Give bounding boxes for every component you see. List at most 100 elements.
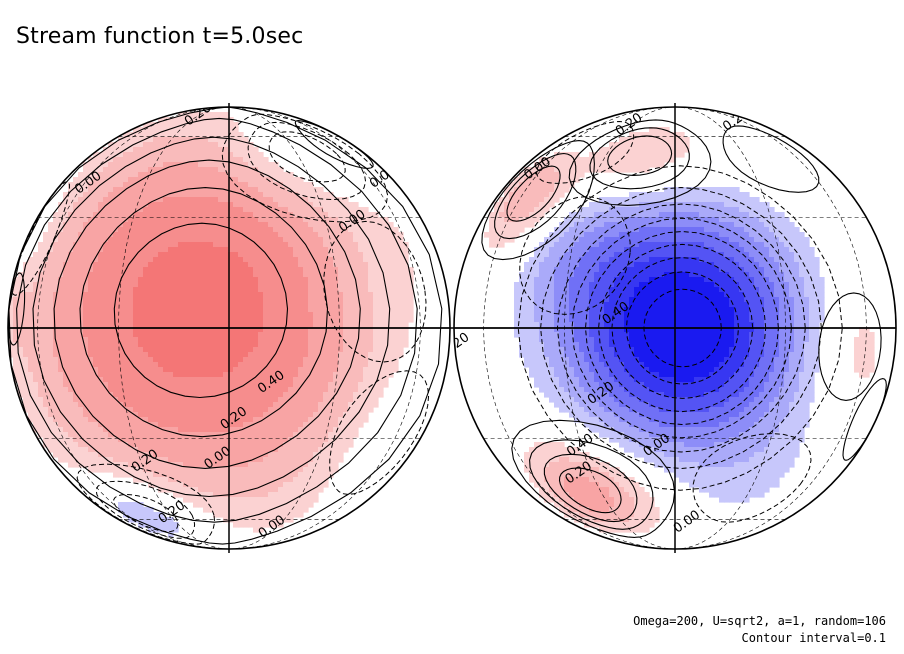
shading-cell bbox=[313, 482, 319, 488]
shading-cell bbox=[373, 212, 379, 218]
shading-cell bbox=[218, 167, 224, 173]
shading-cell bbox=[228, 147, 234, 153]
shading-cell bbox=[664, 147, 670, 153]
shading-cell bbox=[163, 327, 169, 333]
shading-cell bbox=[358, 262, 364, 268]
shading-cell bbox=[283, 237, 289, 243]
shading-cell bbox=[559, 152, 565, 158]
shading-cell bbox=[88, 252, 94, 258]
shading-cell bbox=[303, 372, 309, 378]
shading-cell bbox=[323, 317, 329, 323]
shading-cell bbox=[38, 247, 44, 253]
shading-cell bbox=[193, 177, 199, 183]
shading-cell bbox=[208, 272, 214, 278]
shading-cell bbox=[248, 192, 254, 198]
shading-cell bbox=[83, 237, 89, 243]
shading-cell bbox=[193, 322, 199, 328]
shading-cell bbox=[298, 182, 304, 188]
shading-cell bbox=[308, 472, 314, 478]
contour-ring bbox=[268, 131, 346, 183]
shading-cell bbox=[308, 427, 314, 433]
shading-cell bbox=[303, 382, 309, 388]
shading-cell bbox=[373, 387, 379, 393]
shading-cell bbox=[113, 447, 119, 453]
shading-cell bbox=[133, 367, 139, 373]
shading-cell bbox=[348, 432, 354, 438]
shading-cell bbox=[173, 477, 179, 483]
shading-cell bbox=[63, 432, 69, 438]
shading-cell bbox=[233, 522, 239, 528]
shading-cell bbox=[298, 242, 304, 248]
shading-cell bbox=[318, 467, 324, 473]
shading-cell bbox=[634, 137, 640, 143]
shading-cell bbox=[213, 342, 219, 348]
shading-cell bbox=[223, 367, 229, 373]
shading-cell bbox=[253, 477, 259, 483]
shading-cell bbox=[243, 447, 249, 453]
shading-cell bbox=[38, 382, 44, 388]
contour-ring bbox=[79, 187, 329, 438]
shading-cell bbox=[278, 517, 284, 523]
shading-cell bbox=[58, 447, 64, 453]
shading-cell bbox=[228, 322, 234, 328]
shading-cell bbox=[138, 442, 144, 448]
shading-cell bbox=[243, 412, 249, 418]
shading-cell bbox=[173, 452, 179, 458]
shading-cell bbox=[93, 277, 99, 283]
shading-cell bbox=[98, 457, 104, 463]
shading-cell bbox=[163, 442, 169, 448]
shading-cell bbox=[248, 412, 254, 418]
shading-cell bbox=[383, 337, 389, 343]
shading-cell bbox=[298, 422, 304, 428]
shading-cell bbox=[193, 302, 199, 308]
shading-cell bbox=[208, 382, 214, 388]
shading-cell bbox=[183, 297, 189, 303]
shading-cell bbox=[168, 277, 174, 283]
shading-cell bbox=[43, 367, 49, 373]
shading-cell bbox=[308, 257, 314, 263]
shading-cell bbox=[143, 377, 149, 383]
shading-cell bbox=[679, 142, 685, 148]
shading-cell bbox=[308, 497, 314, 503]
shading-cell bbox=[103, 267, 109, 273]
shading-cell bbox=[118, 212, 124, 218]
shading-cell bbox=[263, 252, 269, 258]
shading-cell bbox=[393, 277, 399, 283]
shading-cell bbox=[138, 377, 144, 383]
shading-cell bbox=[223, 127, 229, 133]
shading-cell bbox=[303, 397, 309, 403]
shading-cell bbox=[333, 272, 339, 278]
shading-cell bbox=[238, 232, 244, 238]
shading-cell bbox=[228, 422, 234, 428]
shading-cell bbox=[108, 397, 114, 403]
shading-cell bbox=[338, 447, 344, 453]
shading-cell bbox=[258, 477, 264, 483]
shading-cell bbox=[23, 302, 29, 308]
shading-cell bbox=[163, 162, 169, 168]
shading-cell bbox=[58, 362, 64, 368]
shading-cell bbox=[253, 147, 259, 153]
shading-cell bbox=[253, 152, 259, 158]
shading-cell bbox=[68, 277, 74, 283]
shading-cell bbox=[158, 462, 164, 468]
shading-cell bbox=[138, 192, 144, 198]
shading-cell bbox=[28, 357, 34, 363]
shading-cell bbox=[48, 427, 54, 433]
shading-cell bbox=[328, 442, 334, 448]
shading-cell bbox=[38, 337, 44, 343]
shading-cell bbox=[63, 342, 69, 348]
shading-cell bbox=[103, 332, 109, 338]
shading-cell bbox=[258, 312, 264, 318]
shading-cell bbox=[33, 372, 39, 378]
shading-cell bbox=[143, 477, 149, 483]
shading-cell bbox=[83, 447, 89, 453]
shading-cell bbox=[298, 237, 304, 243]
shading-cell bbox=[218, 422, 224, 428]
shading-cell bbox=[8, 307, 14, 313]
shading-cell bbox=[198, 422, 204, 428]
shading-cell bbox=[328, 287, 334, 293]
shading-cell bbox=[198, 482, 204, 488]
shading-cell bbox=[28, 407, 34, 413]
shading-cell bbox=[268, 387, 274, 393]
shading-cell bbox=[233, 482, 239, 488]
